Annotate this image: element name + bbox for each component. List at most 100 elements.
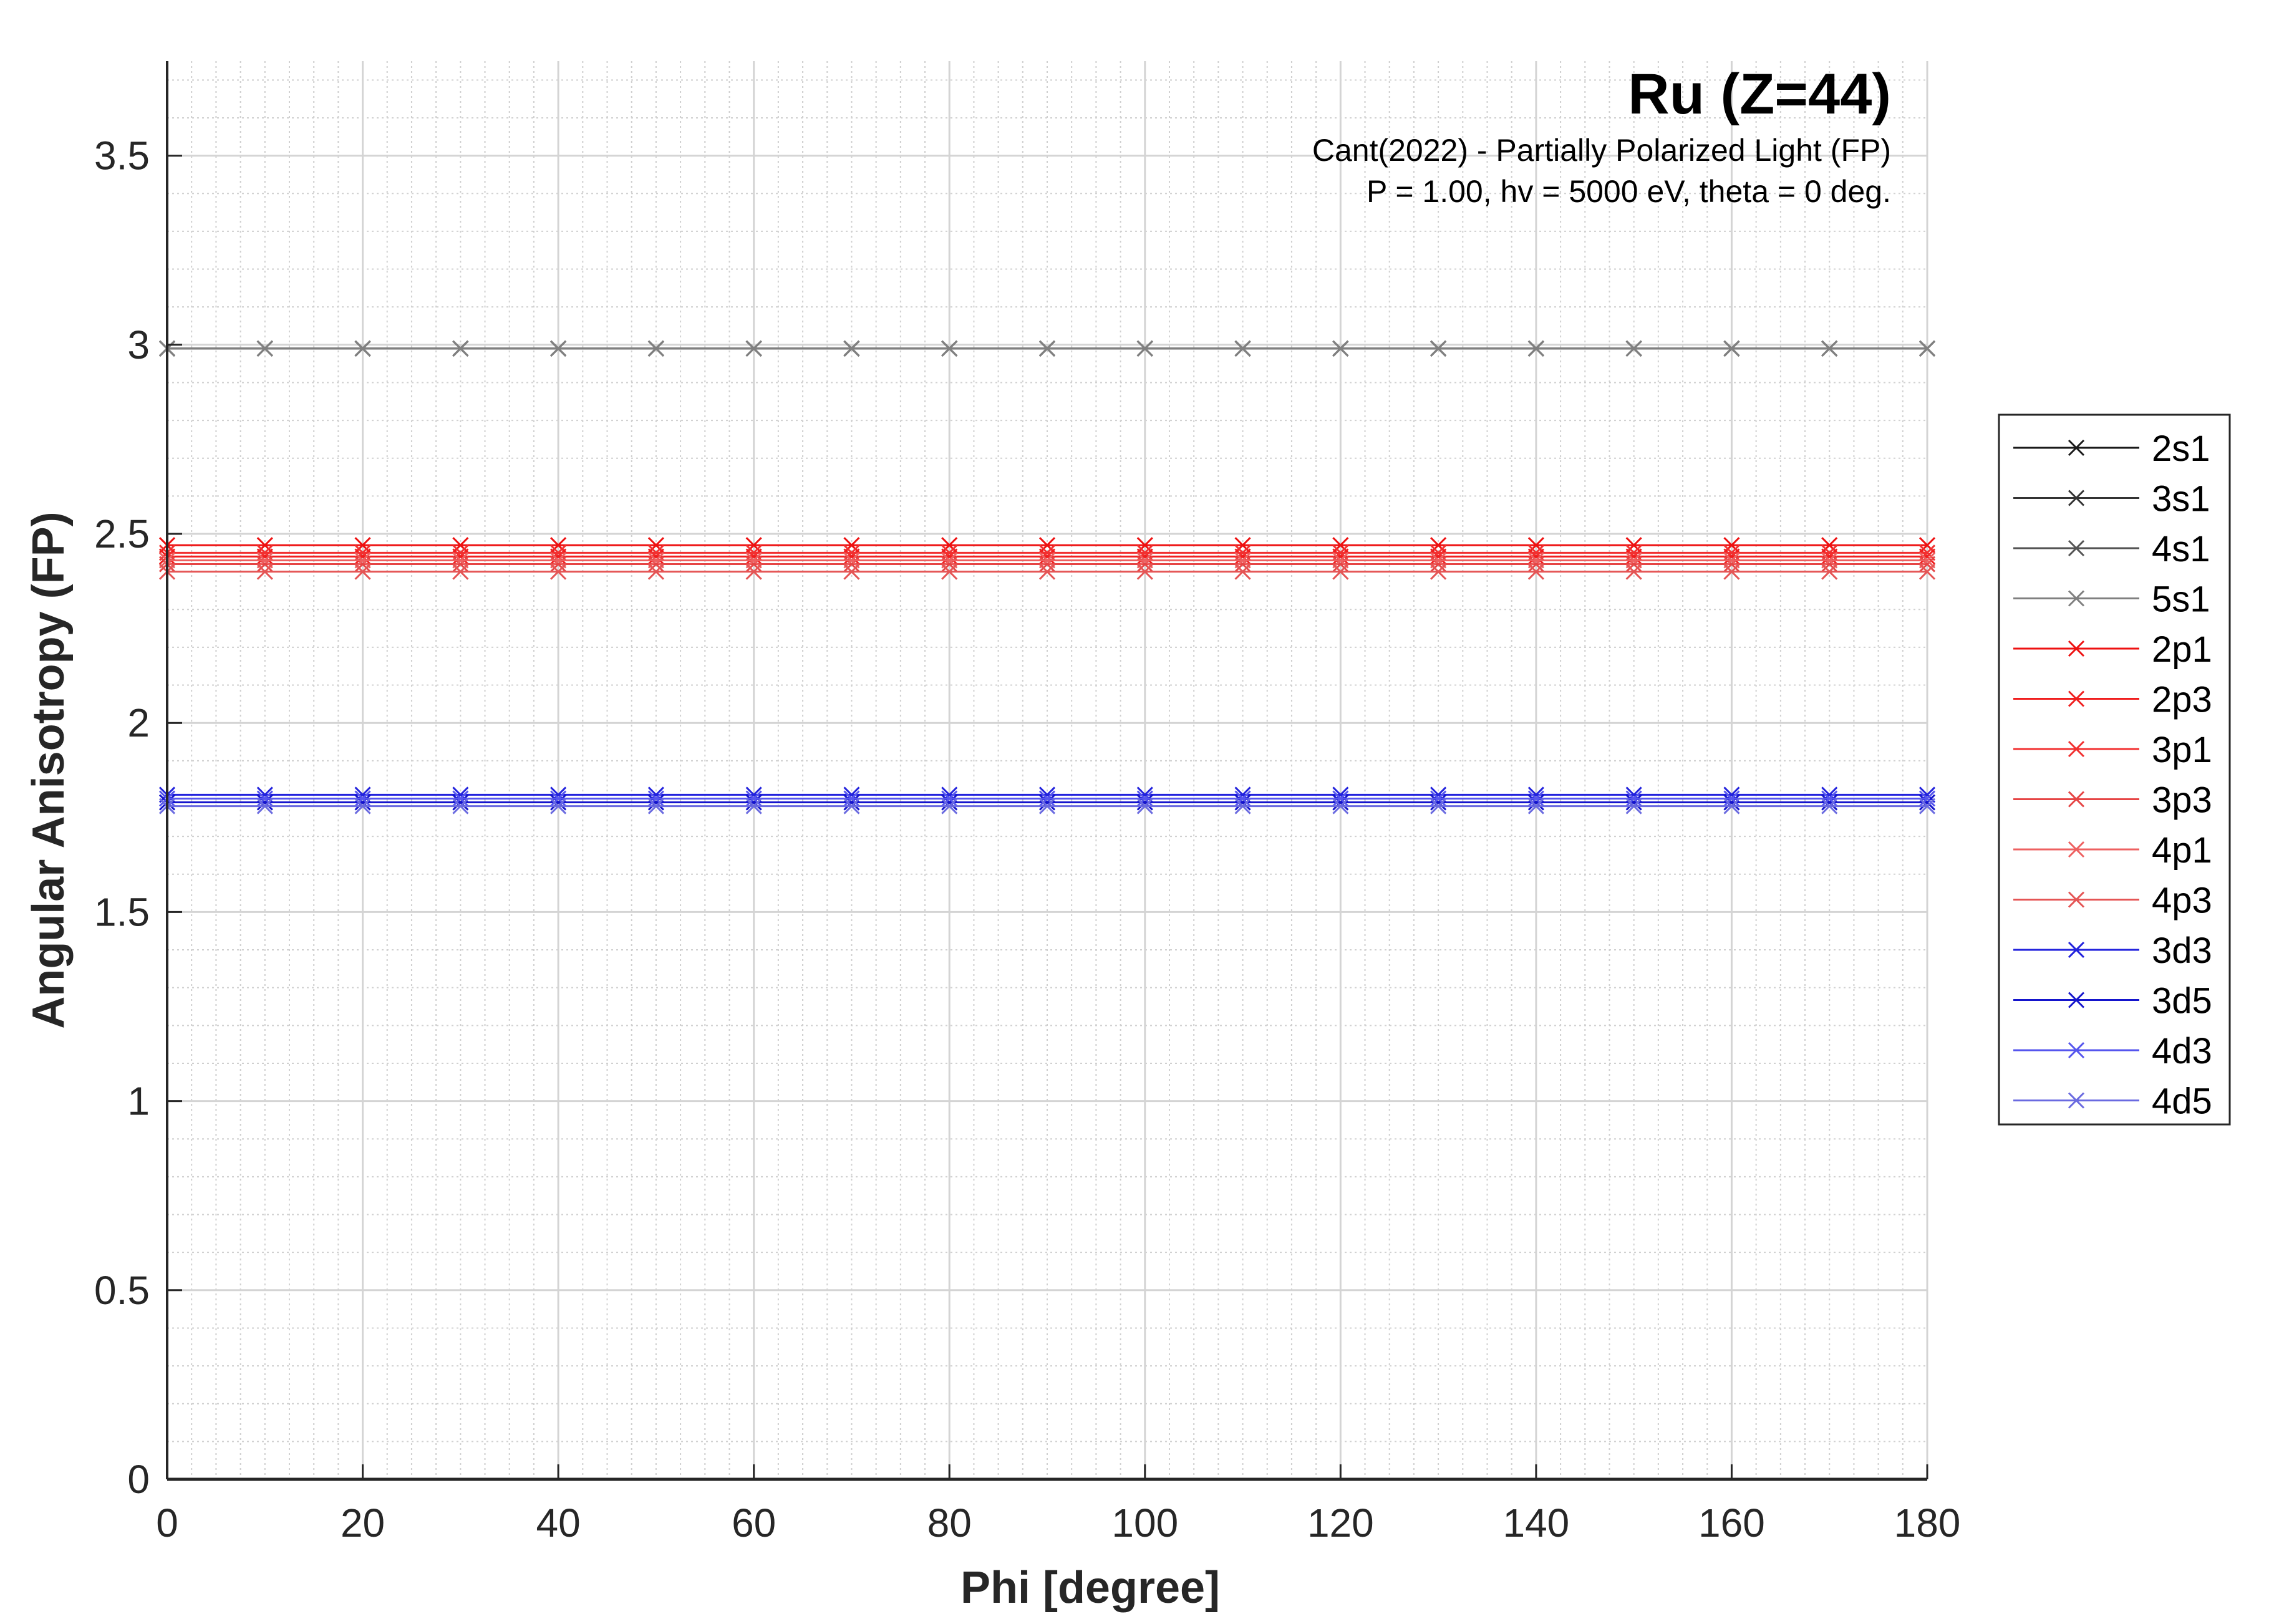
data-point-4p3: [452, 563, 469, 580]
axes: [166, 61, 1928, 1481]
data-point-2p1: [1038, 537, 1056, 554]
legend-item-4d5: 4d5: [2013, 1081, 2212, 1122]
data-point-4d3: [1136, 790, 1153, 807]
legend-marker-2p1: [2068, 640, 2085, 657]
legend-label-2p1: 2p1: [2152, 629, 2212, 670]
legend-box: [1998, 413, 2231, 1126]
data-point-4d3: [1821, 790, 1838, 807]
legend-marker-4p3: [2068, 891, 2085, 908]
data-point-2p3: [941, 548, 958, 565]
data-point-2p1: [941, 537, 958, 554]
data-point-4d3: [1625, 790, 1642, 807]
legend-marker-2p3: [2068, 690, 2085, 707]
data-point-4d3: [647, 790, 664, 807]
x-tick-label: 120: [1307, 1501, 1374, 1545]
data-point-3d5: [941, 794, 958, 811]
data-point-3p1: [550, 544, 567, 561]
legend-marker-3d3: [2068, 941, 2085, 959]
data-point-2p3: [354, 548, 371, 565]
data-point-4d3: [256, 790, 273, 807]
legend-label-4d5: 4d5: [2152, 1081, 2212, 1122]
data-point-3p3: [1527, 556, 1544, 573]
data-point-5s1: [1234, 340, 1251, 357]
y-tick-label: 3: [127, 322, 150, 367]
data-point-3p1: [1234, 544, 1251, 561]
data-point-4d5: [647, 798, 664, 814]
y-tick-label: 3.5: [94, 133, 150, 178]
data-point-5s1: [843, 340, 860, 357]
data-point-3p1: [354, 544, 371, 561]
series-3d3: [158, 786, 1936, 803]
data-point-3p3: [1038, 556, 1056, 573]
data-point-4d5: [354, 798, 371, 814]
data-point-3d5: [1527, 794, 1544, 811]
data-point-5s1: [256, 340, 273, 357]
data-point-3p1: [1332, 544, 1349, 561]
data-point-5s1: [1625, 340, 1642, 357]
x-tick-label: 60: [732, 1501, 776, 1545]
data-point-2p3: [1234, 548, 1251, 565]
data-point-4d5: [550, 798, 567, 814]
y-tick-label: 0.5: [94, 1268, 150, 1313]
data-point-4p3: [550, 563, 567, 580]
data-point-4p1: [941, 552, 958, 569]
data-point-3d5: [1430, 794, 1447, 811]
data-point-4p3: [1625, 563, 1642, 580]
data-point-4p3: [1136, 563, 1153, 580]
data-point-4p3: [256, 563, 273, 580]
legend-marker-4p1: [2068, 841, 2085, 858]
legend-item-4s1: 4s1: [2013, 529, 2210, 569]
legend-label-3p1: 3p1: [2152, 730, 2212, 770]
data-point-5s1: [1918, 340, 1936, 357]
series-4p1: [158, 552, 1936, 569]
data-point-4p1: [1430, 552, 1447, 569]
data-point-3d3: [550, 786, 567, 803]
data-point-2p1: [1234, 537, 1251, 554]
data-point-2p3: [843, 548, 860, 565]
data-point-3d3: [745, 786, 762, 803]
data-point-3p1: [256, 544, 273, 561]
data-point-4d5: [1430, 798, 1447, 814]
data-point-4p1: [1821, 552, 1838, 569]
data-point-4d5: [1136, 798, 1153, 814]
y-axis-label: Angular Anisotropy (FP): [24, 511, 74, 1028]
legend-item-2p3: 2p3: [2013, 680, 2212, 720]
legend-item-3p1: 3p1: [2013, 730, 2212, 770]
data-point-4p3: [941, 563, 958, 580]
series-4d3: [158, 790, 1936, 807]
data-point-4d5: [1038, 798, 1056, 814]
legend: 2s1 3s1 4s1 5s1 2p1 2p3 3p1 3p3 4p1 4p3 3d3 3d5 4d3 4…: [1998, 413, 2231, 1126]
data-point-3d5: [1723, 794, 1740, 811]
data-point-3p1: [1821, 544, 1838, 561]
data-point-4p1: [354, 552, 371, 569]
x-axis-label: Phi [degree]: [960, 1563, 1220, 1613]
legend-item-4d3: 4d3: [2013, 1031, 2212, 1071]
data-point-2p3: [647, 548, 664, 565]
data-point-3d5: [256, 794, 273, 811]
data-point-2p3: [1332, 548, 1349, 565]
data-point-3p3: [452, 556, 469, 573]
legend-marker-4d5: [2068, 1092, 2085, 1109]
data-point-3d5: [452, 794, 469, 811]
data-point-3p3: [256, 556, 273, 573]
data-point-4p3: [1038, 563, 1056, 580]
data-point-3d5: [1918, 794, 1936, 811]
legend-item-2s1: 2s1: [2013, 428, 2210, 469]
legend-label-4p3: 4p3: [2152, 881, 2212, 921]
data-point-2p3: [550, 548, 567, 565]
data-point-2p1: [745, 537, 762, 554]
legend-marker-3s1: [2068, 490, 2085, 506]
data-point-4p3: [354, 563, 371, 580]
data-point-4d5: [1234, 798, 1251, 814]
data-point-4p1: [1723, 552, 1740, 569]
series-2p1: [158, 537, 1936, 554]
legend-item-2p1: 2p1: [2013, 629, 2212, 670]
data-point-3p3: [745, 556, 762, 573]
data-point-2p1: [1821, 537, 1838, 554]
legend-label-3s1: 3s1: [2152, 479, 2210, 520]
data-point-3d5: [1332, 794, 1349, 811]
data-point-5s1: [745, 340, 762, 357]
y-tick-label: 2: [127, 700, 150, 745]
data-point-4d3: [1430, 790, 1447, 807]
